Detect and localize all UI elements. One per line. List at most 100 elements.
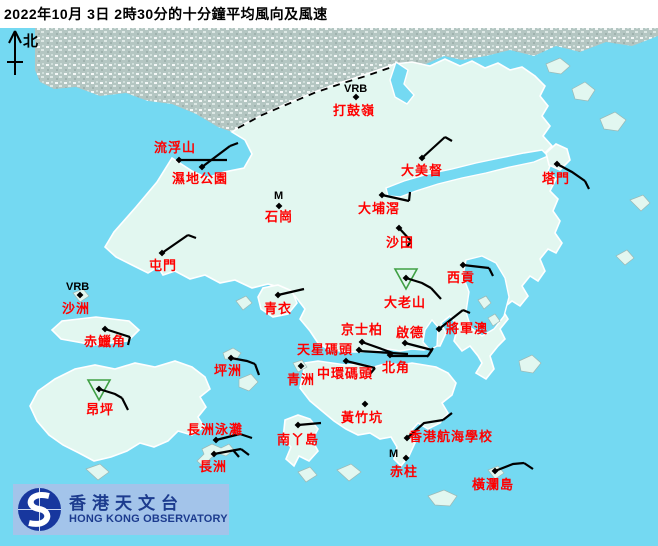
station-dot-chek-lap-kok — [101, 325, 109, 333]
station-dot-star-ferry-pier — [355, 346, 363, 354]
logo-chinese-text: 香港天文台 — [69, 493, 184, 513]
station-dot-sha-chau — [76, 291, 84, 299]
station-dot-green-island — [297, 362, 305, 370]
wind-barb-shaft-tates-cairn — [405, 276, 432, 289]
station-dot-tai-po-kau — [378, 191, 386, 199]
map-title: 2022年10月 3日 2時30分的十分鐘平均風向及風速 — [4, 6, 328, 22]
wind-barb-feather-tates-cairn — [430, 287, 442, 300]
wind-barb-feather-wetland-park — [229, 141, 239, 148]
wind-barb-shaft-tuen-mun — [161, 234, 189, 254]
wind-barb-shaft-tseung-kwan-o — [438, 309, 464, 330]
wind-barb-feather-peng-chau — [253, 363, 261, 376]
junk-bay-inlet — [422, 318, 439, 351]
wind-barb-shaft-kings-park — [361, 340, 394, 355]
po-toi-island — [427, 489, 458, 507]
wind-barb-feather-cheung-chau-beach — [239, 432, 253, 440]
wind-barb-shaft-tap-mun — [556, 163, 586, 182]
station-dot-north-point — [386, 351, 394, 359]
station-dot-tates-cairn — [402, 274, 410, 282]
station-dot-lau-fau-shan — [175, 156, 183, 164]
wind-barb-shaft-ngong-ping — [98, 387, 123, 399]
wind-barb-feather-waglan-island — [523, 462, 534, 470]
station-dot-sha-tin — [395, 224, 403, 232]
station-dot-cheung-chau — [210, 450, 218, 458]
wind-barb-shaft-cheung-chau — [213, 447, 242, 456]
wind-barbs-layer — [76, 93, 590, 475]
station-dot-wetland-park — [198, 163, 206, 171]
wind-barb-feather-sai-kung — [488, 267, 494, 277]
northeast-island-3 — [545, 57, 571, 75]
logo-english-text: HONG KONG OBSERVATORY — [69, 513, 228, 526]
station-dot-tuen-mun — [158, 249, 166, 257]
station-dot-peng-chau — [227, 354, 235, 362]
station-dot-shek-kong — [275, 202, 283, 210]
lamma-island-land — [282, 414, 319, 468]
wind-barb-feather-ngong-ping — [121, 397, 129, 411]
wind-barb-feather-tuen-mun — [187, 233, 197, 240]
wind-barb-feather-tap-mun — [584, 180, 590, 190]
station-dot-lamma-island — [294, 421, 302, 429]
south-islet-2 — [297, 466, 318, 483]
starling-inlet — [389, 60, 415, 105]
wind-barb-feather-cheung-chau — [240, 448, 250, 456]
airport-island — [50, 316, 141, 346]
station-dot-sai-kung — [459, 261, 467, 269]
station-dot-tai-mei-tuk — [418, 154, 426, 162]
ninepin-island-2 — [615, 249, 635, 266]
station-dot-stanley — [402, 454, 410, 462]
wind-barb-shaft-tai-mei-tuk — [421, 136, 446, 159]
station-dot-tseung-kwan-o — [435, 325, 443, 333]
south-islet-1 — [336, 463, 362, 482]
wind-barb-feather-chek-lap-kok — [126, 336, 132, 346]
cheung-chau-island — [196, 443, 235, 468]
tap-mun-island — [545, 143, 571, 171]
hko-logo-icon — [18, 488, 61, 531]
wind-barb-shaft-tsing-yi — [277, 287, 305, 297]
wind-barb-shaft-tai-po-kau — [381, 193, 410, 203]
north-arrow-icon — [7, 30, 23, 75]
peng-chau-island — [222, 347, 242, 361]
station-dot-ngong-ping — [95, 385, 103, 393]
hei-ling-chau-island — [238, 373, 259, 392]
station-dot-central-pier — [342, 357, 350, 365]
station-dot-kings-park — [358, 338, 366, 346]
hko-logo: 香港天文台 HONG KONG OBSERVATORY — [13, 484, 229, 535]
station-dot-tap-mun — [553, 160, 561, 168]
wind-barb-shaft-chek-lap-kok — [104, 327, 131, 339]
wind-barb-shaft-waglan-island — [494, 461, 525, 473]
wind-barb-shaft-lamma-island — [297, 421, 322, 427]
north-label: 北 — [23, 33, 39, 50]
station-dot-tsing-yi — [274, 291, 282, 299]
wind-barb-shaft-sai-kung — [462, 263, 490, 270]
ma-wan-island — [235, 295, 253, 311]
wind-barb-shaft-hk-sea-school — [406, 418, 444, 439]
lantau-island — [29, 360, 211, 462]
wind-barb-shaft-central-pier — [345, 359, 376, 370]
wind-barb-shaft-wetland-park — [201, 145, 231, 168]
boundary-dashed-line — [237, 66, 393, 129]
wind-barb-shaft-peng-chau — [230, 356, 256, 366]
wind-barb-feather-tai-mei-tuk — [444, 136, 453, 142]
station-dot-hk-sea-school — [403, 434, 411, 442]
wind-barb-shaft-cheung-chau-beach — [215, 432, 241, 442]
station-dot-wong-chuk-hang — [361, 400, 369, 408]
soko-islet — [85, 463, 110, 481]
wind-barb-feather-tai-po-kau — [407, 191, 412, 202]
wind-barb-shaft-star-ferry-pier — [358, 349, 409, 356]
wind-barb-shaft-kai-tak — [404, 341, 433, 352]
wind-barb-feather-cheung-chau — [232, 449, 240, 458]
wind-barb-feather-tseung-kwan-o — [462, 308, 471, 315]
port-shelter-islet-2 — [487, 313, 501, 327]
port-shelter-islet-1 — [477, 295, 492, 310]
tolo-harbour-inlet — [385, 149, 550, 198]
northeast-island-1 — [571, 81, 596, 102]
wind-barb-feather-hk-sea-school — [442, 412, 453, 421]
ninepin-island-1 — [629, 194, 651, 212]
station-dot-ta-kwu-ling — [352, 93, 360, 101]
wind-barb-feather-central-pier — [369, 367, 376, 375]
wind-barb-feather-north-point — [427, 347, 434, 357]
northeast-island-2 — [599, 111, 627, 132]
tung-lung-island — [518, 354, 542, 374]
